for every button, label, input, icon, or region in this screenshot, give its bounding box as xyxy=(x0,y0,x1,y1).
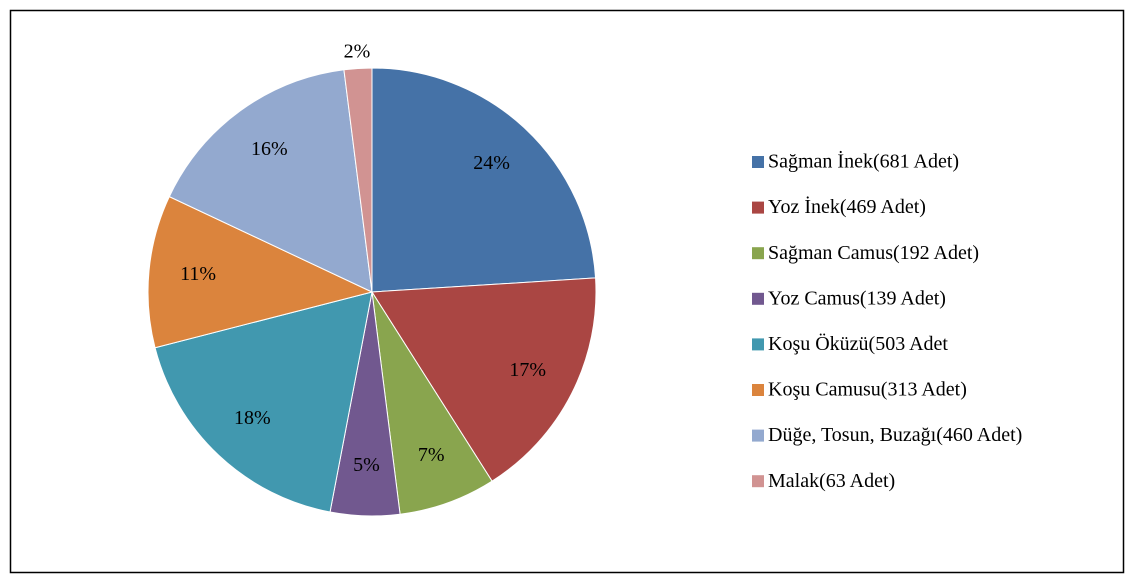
legend-label: Sağman Camus(192 Adet) xyxy=(768,242,979,264)
data-label: 5% xyxy=(353,454,380,476)
legend-label: Sağman İnek(681 Adet) xyxy=(768,150,959,173)
pie-slice xyxy=(371,67,597,293)
legend-label: Düğe, Tosun, Buzağı(460 Adet) xyxy=(768,424,1022,446)
pie-slice xyxy=(168,69,373,293)
legend-swatch xyxy=(752,338,764,351)
legend-swatch xyxy=(752,201,764,214)
legend-swatch xyxy=(752,156,764,168)
pie-slice xyxy=(154,291,373,513)
data-label: 2% xyxy=(344,40,371,62)
data-label: 24% xyxy=(473,152,510,174)
pie-slice xyxy=(371,277,597,482)
legend-swatch xyxy=(752,292,764,305)
legend-label: Koşu Öküzü(503 Adet xyxy=(768,332,948,355)
data-label: 16% xyxy=(251,138,288,160)
legend-swatch xyxy=(752,384,764,396)
legend-label: Yoz Camus(139 Adet) xyxy=(768,287,946,309)
data-label: 7% xyxy=(418,444,445,466)
data-label: 18% xyxy=(234,407,271,429)
legend-label: Malak(63 Adet) xyxy=(768,470,895,492)
legend-swatch xyxy=(752,429,764,442)
pie-slice xyxy=(147,195,374,349)
data-label: 17% xyxy=(509,359,546,381)
legend-label: Koşu Camusu(313 Adet) xyxy=(768,379,967,401)
legend-label: Yoz İnek(469 Adet) xyxy=(768,195,926,218)
legend-swatch xyxy=(752,247,764,260)
legend-swatch xyxy=(752,475,764,488)
pie-slice xyxy=(343,67,373,293)
data-label: 11% xyxy=(180,263,216,285)
